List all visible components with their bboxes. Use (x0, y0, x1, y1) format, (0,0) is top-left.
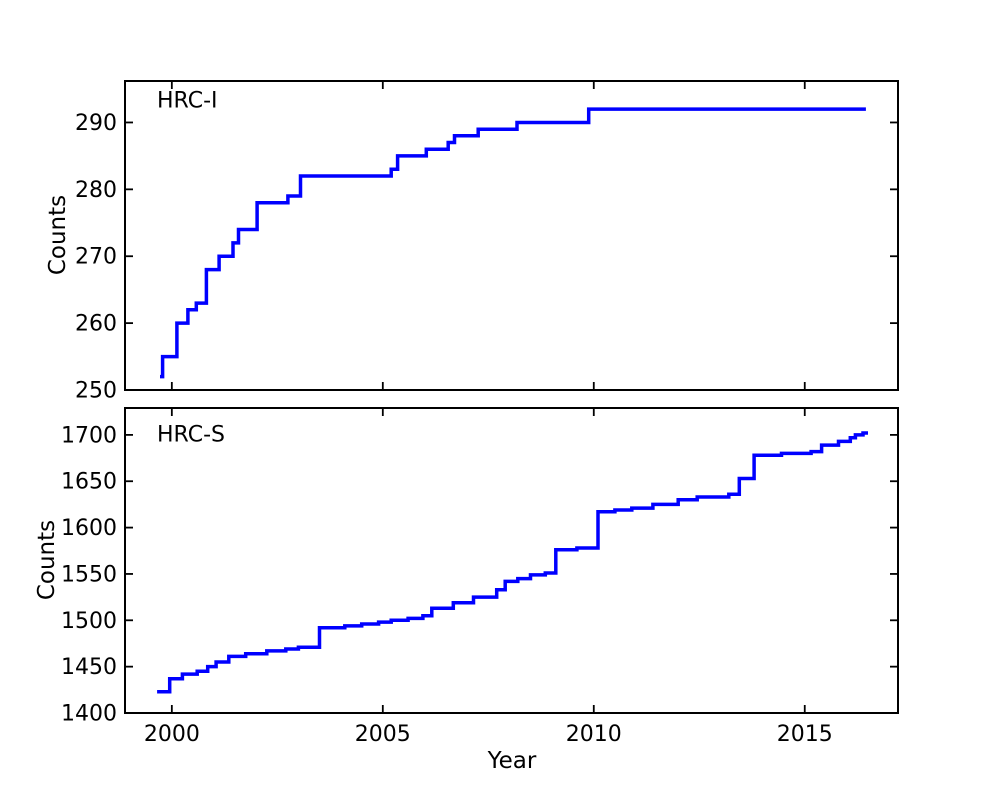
y-axis-label-top: Counts (45, 194, 71, 276)
y-tick-label: 250 (75, 379, 117, 404)
y-tick-label: 1600 (61, 516, 117, 541)
x-tick-label: 2005 (355, 722, 411, 747)
y-tick-label: 1450 (61, 655, 117, 680)
x-tick-label: 2010 (566, 722, 622, 747)
y-tick-label: 270 (75, 245, 117, 270)
y-tick-label: 1400 (61, 702, 117, 727)
x-axis-label: Year (487, 748, 537, 774)
x-tick-label: 2000 (144, 722, 200, 747)
series-line-hrc-i (160, 107, 866, 379)
y-tick-label: 280 (75, 178, 117, 203)
axes-frame (124, 80, 899, 391)
y-tick-label: 1500 (61, 609, 117, 634)
y-tick-label: 1550 (61, 562, 117, 587)
axes-hrc-s: 2000 2005 2010 2015 1400 1450 1500 1550 1600 1650… (61, 407, 899, 747)
y-tick-label: 1700 (61, 423, 117, 448)
y-tick-label: 260 (75, 312, 117, 337)
y-axis-label-bottom: Counts (34, 519, 60, 601)
axes-hrc-i: 250 260 270 280 290 (75, 80, 899, 404)
x-tick-label: 2015 (777, 722, 833, 747)
annotation-hrc-i: HRC-I (157, 88, 218, 114)
axes-frame (124, 407, 899, 714)
series-line-hrc-s (157, 431, 868, 694)
y-tick-label: 1650 (61, 470, 117, 495)
y-tick-label: 290 (75, 111, 117, 136)
annotation-hrc-s: HRC-S (157, 422, 225, 448)
